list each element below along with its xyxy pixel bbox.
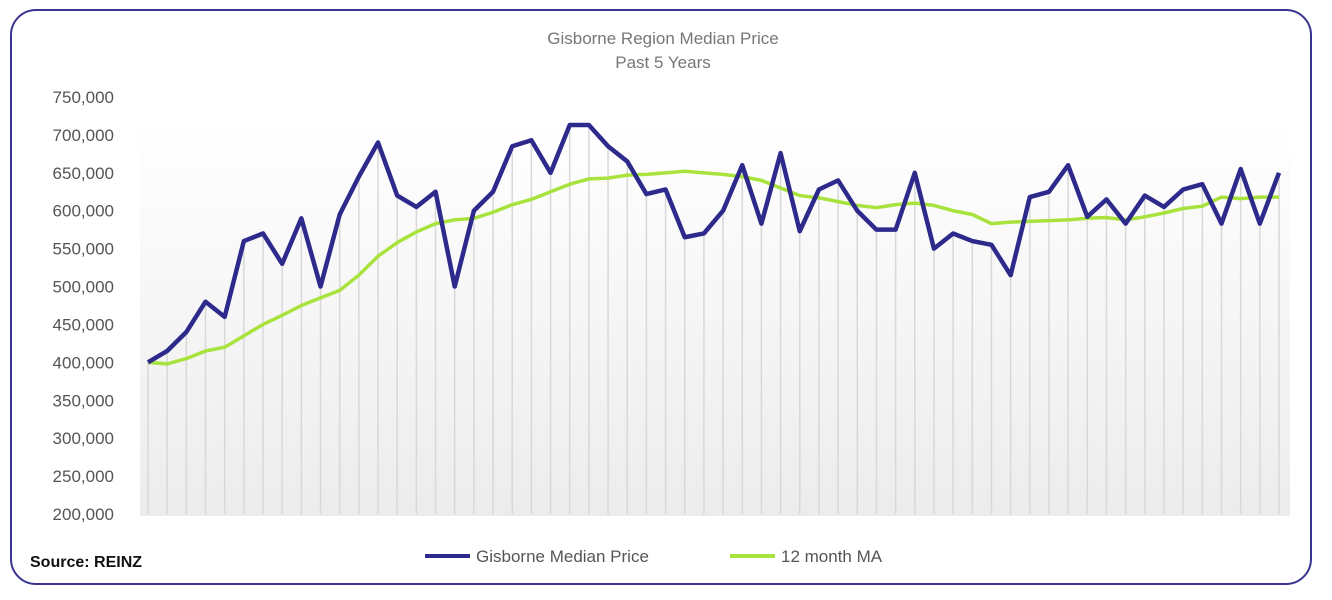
plot-area (140, 120, 1290, 516)
legend-label-ma: 12 month MA (781, 547, 883, 566)
y-tick-label: 700,000 (53, 126, 114, 145)
legend-label-median: Gisborne Median Price (476, 547, 649, 566)
source-note: Source: REINZ (30, 554, 142, 571)
y-tick-label: 400,000 (53, 353, 114, 372)
series-median-price-line (146, 122, 1282, 365)
chart-title: Gisborne Region Median Price (547, 29, 779, 48)
chart-frame (10, 9, 1312, 585)
y-tick-label: 250,000 (53, 467, 114, 486)
y-tick-label: 300,000 (53, 429, 114, 448)
y-tick-label: 350,000 (53, 391, 114, 410)
y-tick-label: 450,000 (53, 315, 114, 334)
legend: Gisborne Median Price 12 month MA (425, 547, 883, 566)
series-12-month-ma-line (147, 169, 1279, 366)
y-tick-label: 550,000 (53, 240, 114, 259)
chart-subtitle: Past 5 Years (615, 53, 710, 72)
y-tick-label: 600,000 (53, 202, 114, 221)
y-tick-label: 750,000 (53, 88, 114, 107)
y-tick-label: 200,000 (53, 505, 114, 524)
y-tick-label: 500,000 (53, 278, 114, 297)
y-tick-label: 650,000 (53, 164, 114, 183)
